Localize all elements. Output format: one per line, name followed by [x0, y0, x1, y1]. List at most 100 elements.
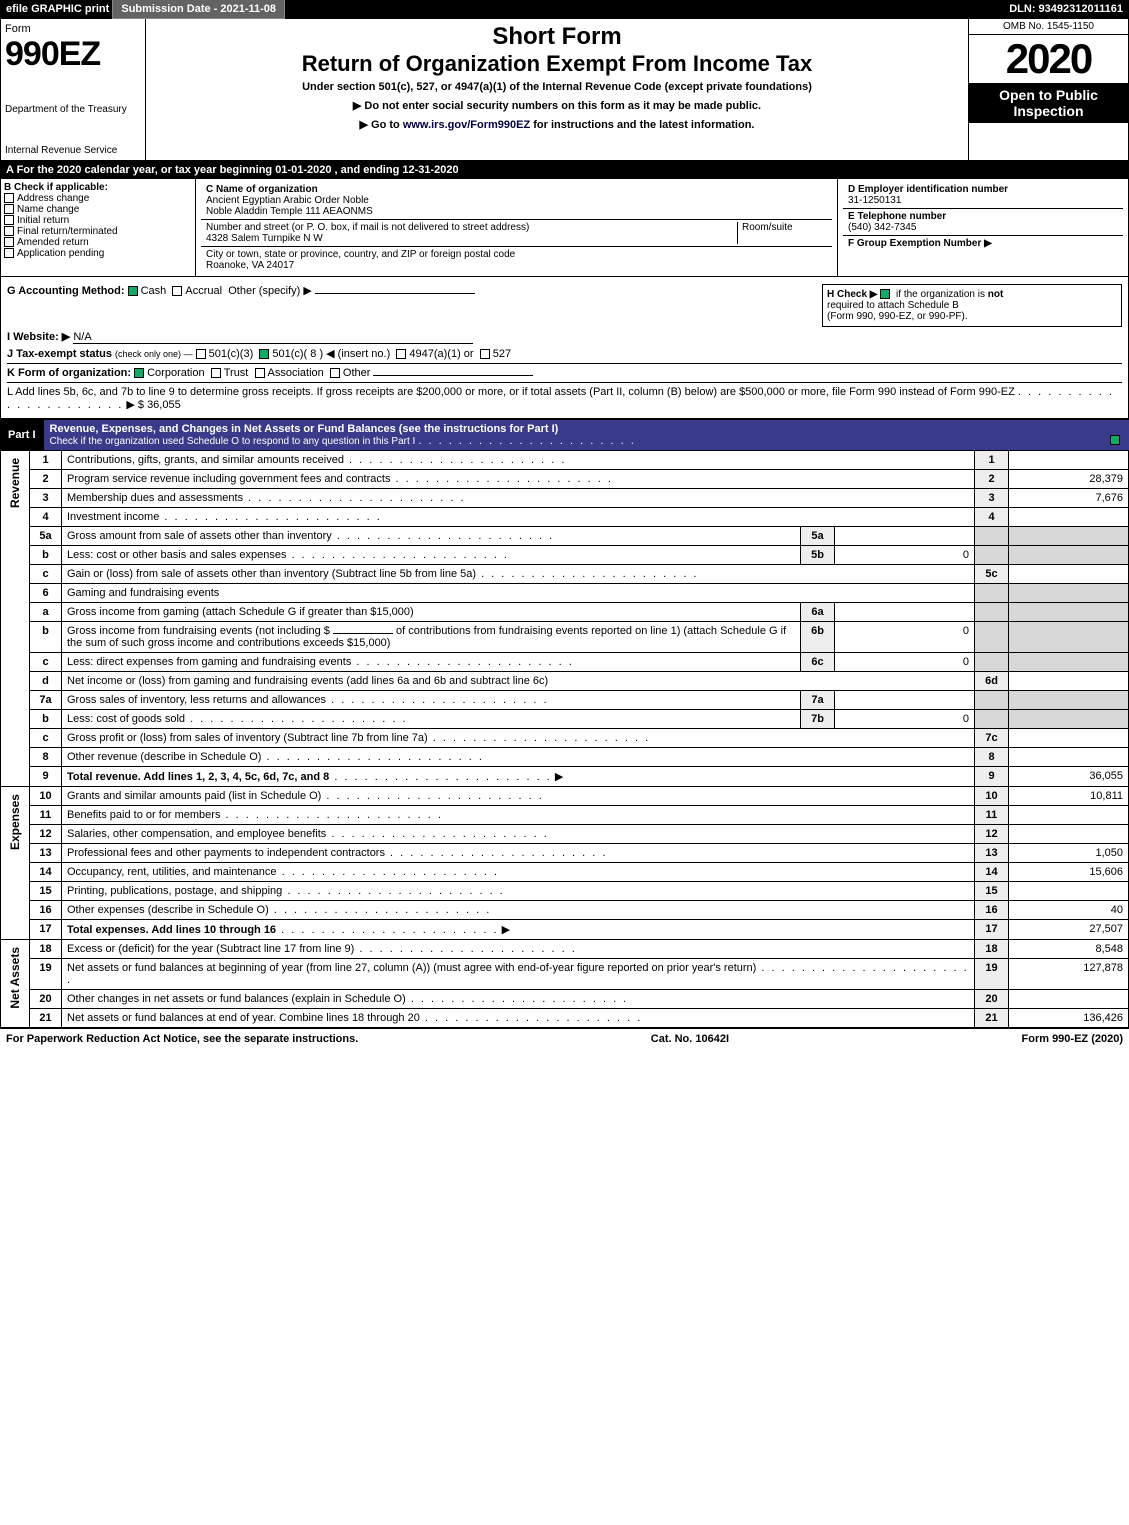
initial-return-checkbox[interactable]	[4, 215, 14, 225]
line-8-text: Other revenue (describe in Schedule O)	[67, 751, 261, 763]
section-d-label: D Employer identification number	[848, 184, 1008, 195]
line-9-amount: 36,055	[1009, 767, 1129, 787]
schedule-o-checkbox[interactable]	[1110, 435, 1120, 445]
line-5b-sub: 5b	[801, 546, 835, 565]
tax-year: 2020	[969, 35, 1128, 83]
line-7a-subamount	[835, 691, 975, 710]
schedule-b-checkbox[interactable]	[880, 289, 890, 299]
line-6a-shade	[975, 603, 1009, 622]
line-7a-num: 7a	[30, 691, 62, 710]
goto-line: ▶ Go to www.irs.gov/Form990EZ for instru…	[156, 118, 958, 131]
right-info-block: D Employer identification number 31-1250…	[838, 179, 1128, 276]
accrual-label: Accrual	[185, 285, 222, 297]
line-5a-subamount	[835, 527, 975, 546]
efile-label[interactable]: efile GRAPHIC print	[6, 3, 109, 15]
address-change-label: Address change	[17, 193, 89, 204]
line-8-num: 8	[30, 748, 62, 767]
line-5a-text: Gross amount from sale of assets other t…	[67, 530, 332, 542]
phone-value: (540) 342-7345	[848, 222, 916, 233]
line-4-boxnum: 4	[975, 508, 1009, 527]
accrual-checkbox[interactable]	[172, 286, 182, 296]
line-6-num: 6	[30, 584, 62, 603]
trust-checkbox[interactable]	[211, 368, 221, 378]
line-15-text: Printing, publications, postage, and shi…	[67, 885, 282, 897]
line-9-num: 9	[30, 767, 62, 787]
short-form-title: Short Form	[156, 23, 958, 51]
line-5b-num: b	[30, 546, 62, 565]
line-1-num: 1	[30, 451, 62, 470]
line-16-amount: 40	[1009, 901, 1129, 920]
line-10-text: Grants and similar amounts paid (list in…	[67, 790, 321, 802]
line-20-num: 20	[30, 990, 62, 1009]
section-i-label: I Website: ▶	[7, 331, 70, 343]
501c3-checkbox[interactable]	[196, 349, 206, 359]
street-label: Number and street (or P. O. box, if mail…	[206, 222, 529, 233]
line-6c-shade-amt	[1009, 653, 1129, 672]
irs-link[interactable]: www.irs.gov/Form990EZ	[403, 119, 530, 131]
submission-date-button[interactable]: Submission Date - 2021-11-08	[112, 0, 285, 19]
line-7c-boxnum: 7c	[975, 729, 1009, 748]
application-pending-checkbox[interactable]	[4, 248, 14, 258]
dln-label: DLN: 93492312011161	[1009, 3, 1123, 15]
line-5a-num: 5a	[30, 527, 62, 546]
line-7b-subamount: 0	[835, 710, 975, 729]
line-6b-shade-amt	[1009, 622, 1129, 653]
address-change-checkbox[interactable]	[4, 193, 14, 203]
line-5b-shade-amt	[1009, 546, 1129, 565]
section-c-label: C Name of organization	[206, 184, 318, 195]
name-change-checkbox[interactable]	[4, 204, 14, 214]
line-7b-text: Less: cost of goods sold	[67, 713, 185, 725]
line-6b-sub: 6b	[801, 622, 835, 653]
footer-right: Form 990-EZ (2020)	[1022, 1033, 1124, 1045]
line-6b-amount-input[interactable]	[333, 633, 393, 634]
4947-checkbox[interactable]	[396, 349, 406, 359]
footer-right-pre: Form	[1022, 1033, 1053, 1045]
ssn-warning: ▶ Do not enter social security numbers o…	[156, 99, 958, 112]
footer-right-post: (2020)	[1088, 1033, 1123, 1045]
line-21-text: Net assets or fund balances at end of ye…	[67, 1012, 420, 1024]
line-15-boxnum: 15	[975, 882, 1009, 901]
line-5b-subamount: 0	[835, 546, 975, 565]
line-16-boxnum: 16	[975, 901, 1009, 920]
line-7b-shade-amt	[1009, 710, 1129, 729]
line-10-num: 10	[30, 787, 62, 806]
line-14-text: Occupancy, rent, utilities, and maintena…	[67, 866, 277, 878]
line-6d-text: Net income or (loss) from gaming and fun…	[67, 675, 548, 687]
h-not: not	[988, 289, 1004, 300]
line-3-num: 3	[30, 489, 62, 508]
omb-number: OMB No. 1545-1150	[969, 19, 1128, 35]
501c-checkbox[interactable]	[259, 349, 269, 359]
line-6b-num: b	[30, 622, 62, 653]
section-g-label: G Accounting Method:	[7, 285, 125, 297]
line-5b-text: Less: cost or other basis and sales expe…	[67, 549, 287, 561]
form-number: 990EZ	[5, 35, 141, 74]
part-1-label: Part I	[0, 426, 44, 444]
line-18-text: Excess or (deficit) for the year (Subtra…	[67, 943, 354, 955]
line-7a-shade-amt	[1009, 691, 1129, 710]
final-return-label: Final return/terminated	[17, 226, 118, 237]
line-14-amount: 15,606	[1009, 863, 1129, 882]
cash-checkbox[interactable]	[128, 286, 138, 296]
other-org-checkbox[interactable]	[330, 368, 340, 378]
section-h-label: H Check ▶	[827, 289, 877, 300]
goto-suffix: for instructions and the latest informat…	[533, 119, 754, 131]
other-method-input[interactable]	[315, 293, 475, 294]
527-checkbox[interactable]	[480, 349, 490, 359]
return-title: Return of Organization Exempt From Incom…	[156, 51, 958, 77]
line-20-boxnum: 20	[975, 990, 1009, 1009]
amended-return-checkbox[interactable]	[4, 237, 14, 247]
period-bar: A For the 2020 calendar year, or tax yea…	[0, 161, 1129, 179]
line-5c-text: Gain or (loss) from sale of assets other…	[67, 568, 476, 580]
line-7b-shade	[975, 710, 1009, 729]
other-org-input[interactable]	[373, 375, 533, 376]
line-12-boxnum: 12	[975, 825, 1009, 844]
final-return-checkbox[interactable]	[4, 226, 14, 236]
line-7c-text: Gross profit or (loss) from sales of inv…	[67, 732, 428, 744]
line-6a-sub: 6a	[801, 603, 835, 622]
page-footer: For Paperwork Reduction Act Notice, see …	[0, 1028, 1129, 1049]
line-5a-sub: 5a	[801, 527, 835, 546]
association-checkbox[interactable]	[255, 368, 265, 378]
section-c-block: C Name of organization Ancient Egyptian …	[196, 179, 838, 276]
corporation-checkbox[interactable]	[134, 368, 144, 378]
4947-label: 4947(a)(1) or	[409, 348, 473, 360]
